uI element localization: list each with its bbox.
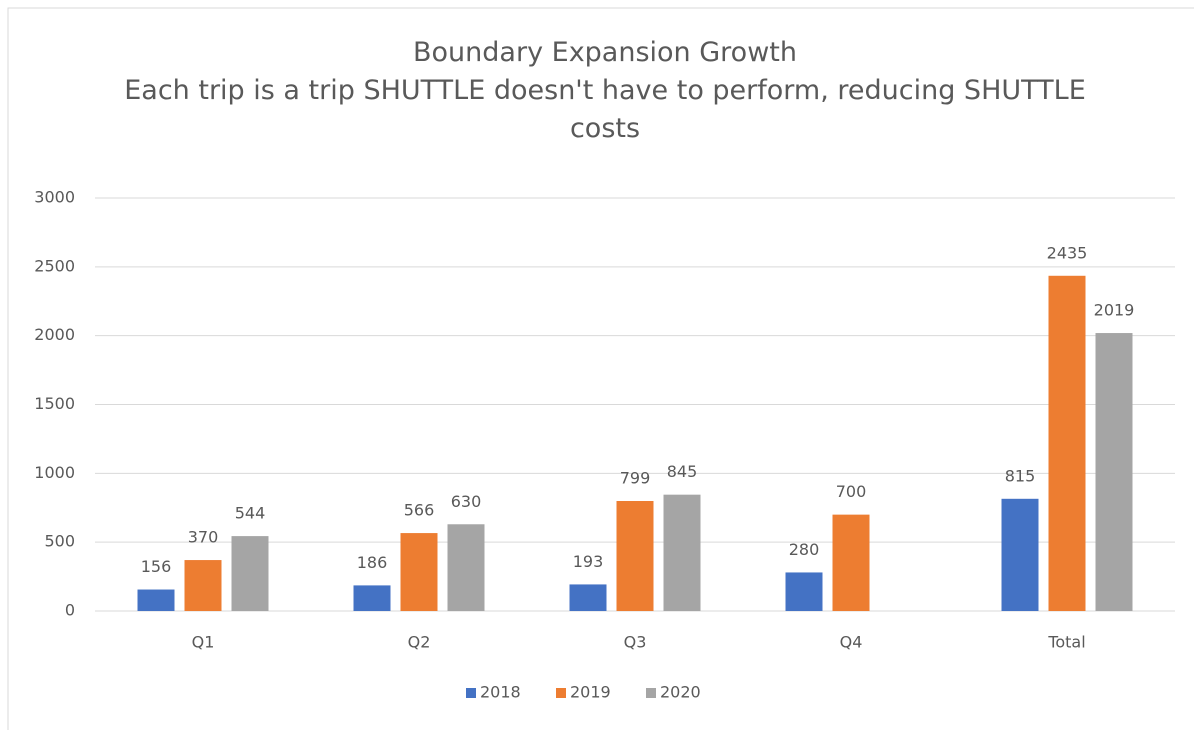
bar [1095,333,1133,611]
legend-label: 2019 [570,683,611,702]
bar [137,589,175,611]
bar [616,501,654,611]
data-label: 566 [404,501,435,520]
bar [1048,275,1086,611]
legend-label: 2018 [480,683,521,702]
bar [400,533,438,611]
data-label: 193 [573,552,604,571]
data-label: 186 [357,553,388,572]
y-tick-label: 1000 [34,463,75,482]
legend-swatch [466,688,476,698]
data-label: 370 [188,528,219,547]
legend-swatch [556,688,566,698]
x-tick-label: Total [1047,633,1085,652]
y-tick-label: 2000 [34,325,75,344]
chart-title: Boundary Expansion Growth [413,37,797,68]
x-tick-label: Q4 [840,633,863,652]
chart-subtitle: Each trip is a trip SHUTTLE doesn't have… [124,75,1086,144]
x-tick-label: Q3 [624,633,647,652]
x-tick-label: Q1 [192,633,215,652]
data-label: 700 [836,482,867,501]
chart-border [7,7,1194,730]
data-label: 156 [141,557,172,576]
x-tick-label: Q2 [408,633,431,652]
y-tick-label: 3000 [34,188,75,207]
data-label: 2019 [1094,301,1135,320]
data-label: 544 [235,504,266,523]
bar [832,514,870,611]
bar [447,524,485,611]
data-label: 630 [451,492,482,511]
bar [1001,498,1039,611]
data-label: 280 [789,540,820,559]
bar [663,494,701,611]
data-label: 2435 [1047,243,1088,262]
legend-swatch [646,688,656,698]
data-label: 845 [667,462,698,481]
bar [184,560,222,611]
bar [231,536,269,611]
data-label: 815 [1005,466,1036,485]
data-label: 799 [620,469,651,488]
y-tick-label: 0 [65,601,75,620]
y-tick-label: 1500 [34,394,75,413]
bar [353,585,391,611]
titles: Boundary Expansion Growth Each trip is a… [117,34,1093,148]
y-tick-label: 500 [44,532,75,551]
legend-label: 2020 [660,683,701,702]
bar [785,572,823,611]
bar [569,584,607,611]
y-tick-label: 2500 [34,256,75,275]
